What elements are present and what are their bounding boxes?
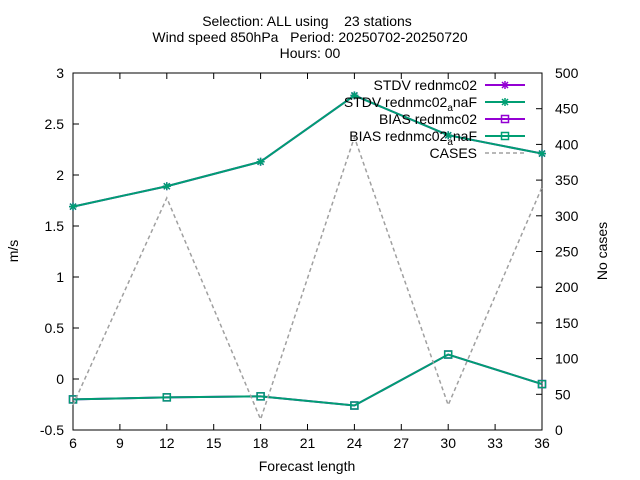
series-line xyxy=(72,134,543,422)
legend-label: STDV rednmc02 xyxy=(374,77,478,93)
data-point xyxy=(350,401,359,410)
data-point xyxy=(443,350,453,359)
y2-tick-label: 400 xyxy=(555,136,579,152)
legend-label: CASES xyxy=(430,145,477,161)
data-point xyxy=(537,379,547,389)
tick-layer: 6 9 12 15 18 21 24 27 30 33 36-0.500.511.522.53050… xyxy=(40,65,579,451)
data-point xyxy=(162,182,171,191)
series-3 xyxy=(68,350,547,410)
data-point xyxy=(444,131,453,140)
y2-tick-label: 0 xyxy=(555,422,563,438)
data-point xyxy=(350,91,359,100)
y-tick-label: 1.5 xyxy=(45,218,65,234)
chart-header-line1: Selection: ALL using 23 stations xyxy=(202,13,412,29)
series-1 xyxy=(69,91,546,211)
y-tick-label: 2 xyxy=(56,167,64,183)
x-tick-label: 36 xyxy=(534,435,550,451)
series-layer xyxy=(68,91,547,422)
legend-marker xyxy=(501,98,509,106)
series-4 xyxy=(72,134,543,422)
x-tick-label: 9 xyxy=(116,435,124,451)
y-tick-label: 2.5 xyxy=(45,116,65,132)
legend-label: BIAS rednmc02anaF xyxy=(349,128,477,148)
y2-tick-label: 300 xyxy=(555,208,579,224)
y-tick-label: 3 xyxy=(56,65,64,81)
chart-header-line3: Hours: 00 xyxy=(280,45,341,61)
data-point xyxy=(538,149,546,158)
x-tick-label: 33 xyxy=(487,435,503,451)
legend-marker xyxy=(501,81,509,89)
y2-tick-label: 50 xyxy=(555,386,571,402)
data-point xyxy=(256,392,265,401)
y2-axis-label: No cases xyxy=(594,222,610,280)
legend-label: STDV rednmc02anaF xyxy=(344,94,477,114)
chart-header-line2: Wind speed 850hPa Period: 20250702-20250… xyxy=(152,29,467,45)
x-tick-label: 30 xyxy=(440,435,456,451)
legend-entry-4: CASES xyxy=(430,145,525,161)
y-tick-label: 0.5 xyxy=(45,320,65,336)
legend-marker xyxy=(500,131,510,141)
x-tick-label: 27 xyxy=(394,435,410,451)
y2-tick-label: 100 xyxy=(555,351,579,367)
x-tick-label: 21 xyxy=(300,435,316,451)
data-point xyxy=(256,157,265,166)
legend-entry-3: BIAS rednmc02anaF xyxy=(349,128,525,148)
x-axis-label: Forecast length xyxy=(259,458,356,474)
y2-tick-label: 150 xyxy=(555,315,579,331)
data-point xyxy=(69,202,77,211)
x-tick-label: 6 xyxy=(69,435,77,451)
legend-entry-1: STDV rednmc02anaF xyxy=(344,94,525,114)
x-tick-label: 15 xyxy=(206,435,222,451)
y2-tick-label: 200 xyxy=(555,279,579,295)
y-tick-label: 1 xyxy=(56,269,64,285)
legend-entry-2: BIAS rednmc02 xyxy=(379,111,525,127)
x-tick-label: 12 xyxy=(159,435,175,451)
x-tick-label: 24 xyxy=(347,435,363,451)
y2-tick-label: 250 xyxy=(555,244,579,260)
series-line xyxy=(72,353,543,407)
y-axis-label: m/s xyxy=(5,240,21,263)
data-point xyxy=(68,395,78,404)
y2-tick-label: 350 xyxy=(555,172,579,188)
y2-tick-label: 500 xyxy=(555,65,579,81)
series-line xyxy=(72,94,543,208)
legend-marker xyxy=(500,114,510,124)
x-tick-label: 18 xyxy=(253,435,269,451)
y2-tick-label: 450 xyxy=(555,101,579,117)
data-point xyxy=(162,393,172,402)
y-tick-label: -0.5 xyxy=(40,422,64,438)
legend-label: BIAS rednmc02 xyxy=(379,111,477,127)
y-tick-label: 0 xyxy=(56,371,64,387)
legend-entry-0: STDV rednmc02 xyxy=(374,77,525,93)
